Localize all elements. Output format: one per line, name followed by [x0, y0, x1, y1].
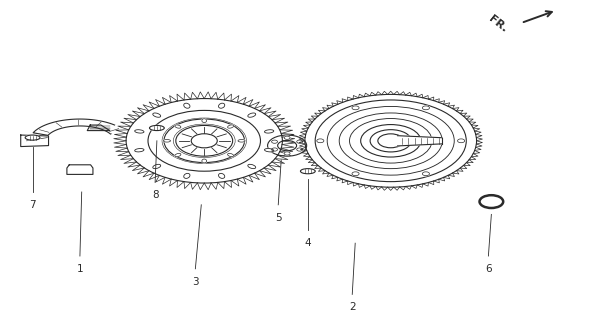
Ellipse shape — [265, 130, 274, 133]
Text: 6: 6 — [485, 264, 492, 274]
Ellipse shape — [218, 103, 225, 108]
Ellipse shape — [265, 148, 274, 152]
Circle shape — [284, 152, 290, 155]
Circle shape — [111, 91, 297, 191]
Ellipse shape — [25, 135, 40, 140]
Ellipse shape — [301, 169, 316, 174]
Polygon shape — [33, 119, 125, 135]
Text: FR.: FR. — [487, 14, 509, 34]
Circle shape — [317, 139, 324, 143]
Circle shape — [297, 148, 303, 151]
Ellipse shape — [153, 164, 160, 169]
Ellipse shape — [153, 113, 160, 117]
Ellipse shape — [202, 159, 207, 163]
Ellipse shape — [163, 140, 170, 142]
Ellipse shape — [238, 140, 245, 142]
Text: 5: 5 — [275, 213, 282, 223]
Ellipse shape — [218, 173, 225, 178]
Ellipse shape — [227, 125, 234, 128]
Ellipse shape — [227, 153, 234, 157]
Ellipse shape — [248, 113, 256, 117]
Ellipse shape — [184, 103, 190, 108]
Ellipse shape — [175, 125, 181, 128]
Ellipse shape — [175, 153, 181, 157]
Text: 4: 4 — [304, 238, 311, 248]
Circle shape — [296, 90, 485, 192]
Ellipse shape — [135, 148, 144, 152]
Ellipse shape — [248, 164, 256, 169]
Ellipse shape — [149, 125, 164, 131]
Circle shape — [297, 140, 303, 143]
Ellipse shape — [135, 130, 144, 133]
Circle shape — [268, 135, 307, 156]
Circle shape — [272, 148, 278, 151]
Circle shape — [352, 106, 359, 110]
Circle shape — [422, 106, 429, 110]
Polygon shape — [398, 136, 442, 146]
Circle shape — [284, 136, 290, 140]
Polygon shape — [87, 125, 110, 131]
Text: 2: 2 — [349, 302, 356, 312]
Ellipse shape — [202, 119, 207, 123]
Text: 3: 3 — [192, 277, 199, 287]
Polygon shape — [67, 165, 93, 174]
Circle shape — [480, 195, 503, 208]
Ellipse shape — [184, 173, 190, 178]
Text: 7: 7 — [29, 200, 36, 210]
Circle shape — [272, 140, 278, 143]
Circle shape — [422, 172, 429, 176]
Polygon shape — [21, 135, 49, 147]
Circle shape — [352, 172, 359, 176]
Circle shape — [458, 139, 465, 143]
Text: 1: 1 — [76, 264, 83, 274]
Text: 8: 8 — [152, 190, 159, 200]
